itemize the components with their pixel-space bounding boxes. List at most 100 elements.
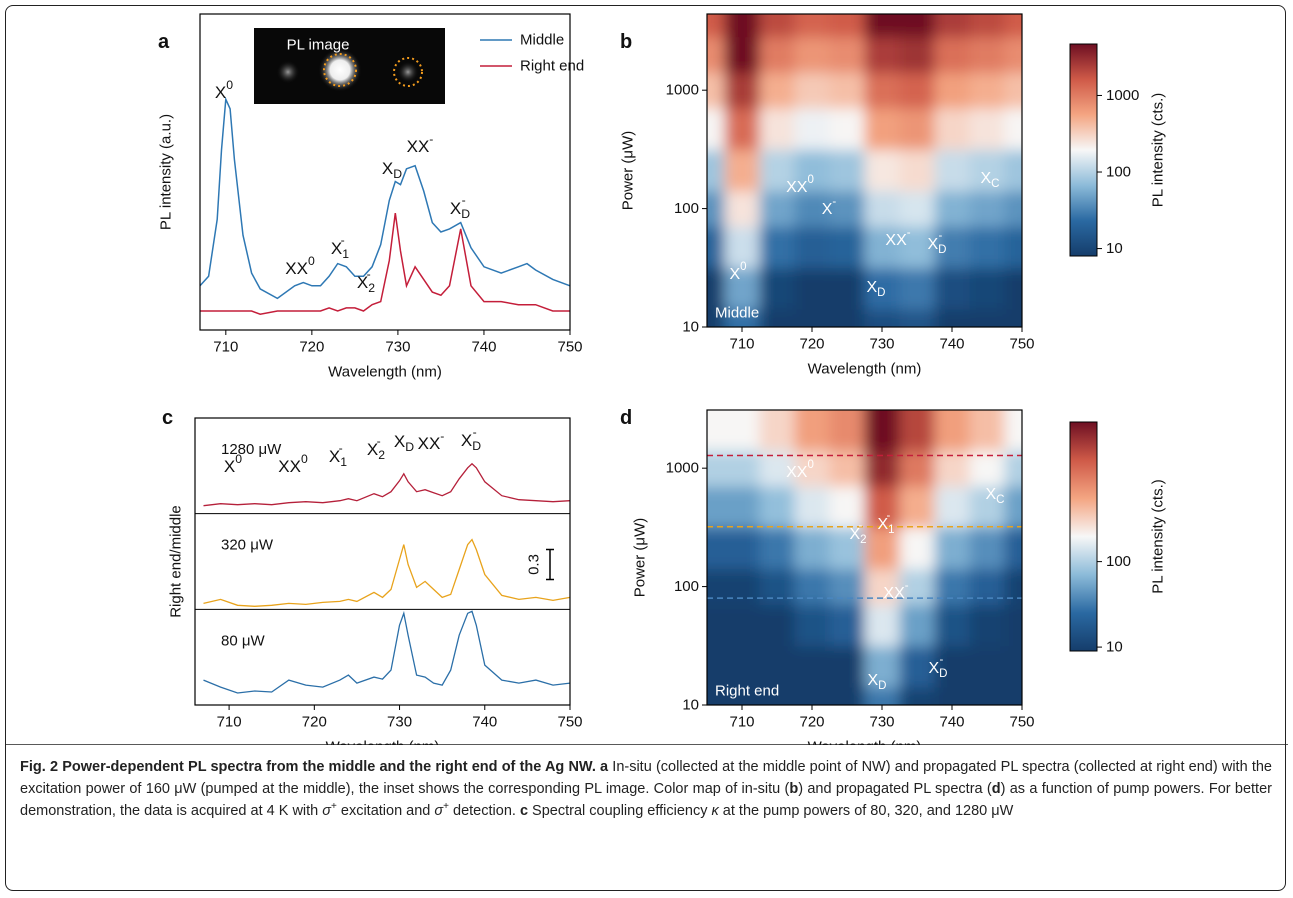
heatmap-cell	[864, 568, 900, 605]
heatmap-cell	[969, 604, 1005, 647]
annotation-text: X	[450, 199, 461, 218]
heatmap-cell	[969, 14, 1005, 38]
heatmap-cell	[864, 604, 900, 647]
x-axis-label: Wavelength (nm)	[326, 739, 440, 746]
heatmap-cell	[724, 14, 760, 38]
heatmap-cell	[794, 14, 830, 38]
heatmap-cell	[1004, 14, 1022, 38]
heatmap-cell	[899, 450, 935, 487]
colorbar	[1069, 43, 1098, 257]
series-line	[203, 462, 571, 507]
heatmap-cell	[724, 309, 760, 327]
heatmap-cell	[707, 604, 725, 647]
caption-text: excitation and	[336, 803, 435, 819]
plot-frame	[706, 409, 1023, 706]
annotation: XX0	[285, 254, 315, 278]
heatmap-cell	[759, 14, 795, 38]
caption-text: Fig. 2 Power-dependent PL spectra from t…	[20, 759, 601, 775]
heatmap-cell	[707, 309, 725, 327]
annotation-sub: D	[877, 287, 885, 299]
heatmap-cell	[724, 645, 760, 688]
heatmap-cell	[1004, 309, 1022, 327]
annotation-text: X	[329, 447, 340, 466]
annotation: X0	[215, 78, 233, 102]
annotation-sub: 1	[340, 455, 347, 469]
annotation: XX-	[407, 132, 434, 156]
x-tick-label: 730	[869, 714, 894, 731]
caption-text: c	[519, 803, 529, 819]
heatmap-cell	[969, 527, 1005, 570]
caption-text: at the pump powers of 80, 320, and 1280 …	[718, 803, 1014, 819]
series-label: 80 μW	[221, 632, 265, 649]
heatmap-cell	[1004, 226, 1022, 269]
heatmap-cell	[969, 450, 1005, 487]
x-tick-label: 730	[387, 714, 412, 731]
x-axis-label: Wavelength (nm)	[808, 361, 922, 378]
heatmap-cell	[794, 687, 830, 705]
annotation-text: XX	[883, 585, 905, 602]
annotation-text: X	[867, 279, 878, 296]
heatmap-cell	[724, 36, 760, 73]
heatmap-cell	[759, 604, 795, 647]
caption-text: κ	[711, 803, 719, 819]
heatmap-cell	[794, 604, 830, 647]
heatmap-cell	[1004, 645, 1022, 688]
annotation-sup: -	[429, 132, 433, 146]
heatmap-cell	[899, 267, 935, 310]
caption-text: ) as a function of pump powers. For bett…	[20, 781, 1272, 819]
heatmap-cell	[707, 267, 725, 310]
annotation-text: X	[868, 672, 879, 689]
heatmap-cell	[934, 72, 970, 109]
heatmap-cell	[759, 108, 795, 150]
heatmap-cell	[864, 309, 900, 327]
annotation: XC	[986, 486, 1005, 507]
inset-title: PL image	[287, 37, 350, 54]
heatmap-cell	[1004, 687, 1022, 705]
annotation-sup: -	[940, 654, 944, 666]
annotation: XD -	[929, 654, 948, 680]
heatmap-cell	[1004, 36, 1022, 73]
annotation-text: X	[215, 83, 226, 102]
heatmap-cell	[1004, 267, 1022, 310]
heatmap-cell	[724, 267, 760, 310]
heatmap-cell	[864, 226, 900, 269]
heatmap-cell	[899, 14, 935, 38]
annotation-sub: D	[939, 668, 947, 680]
heatmap-cell	[759, 645, 795, 688]
heatmap-cell	[707, 645, 725, 688]
heatmap-cell	[724, 149, 760, 192]
annotation-sub: C	[991, 178, 999, 190]
heatmap-cell	[864, 410, 900, 451]
heatmap-cell	[1004, 450, 1022, 487]
legend-label: Right end	[520, 58, 584, 75]
annotation-sup: 0	[301, 452, 308, 466]
heatmap-cell	[934, 108, 970, 150]
series-line	[203, 610, 571, 694]
y-axis-label: Right end/middle	[168, 505, 185, 618]
annotation: XC	[981, 170, 1000, 191]
heatmap-cell	[864, 527, 900, 570]
colorbar-label: PL intensity (cts.)	[1150, 479, 1167, 593]
heatmap-cell	[707, 108, 725, 150]
heatmap-cell	[794, 486, 830, 528]
annotation: XX0	[786, 459, 814, 481]
panel-label: a	[158, 31, 170, 53]
heatmap-cell	[899, 527, 935, 570]
heatmap-cell	[934, 527, 970, 570]
heatmap-cell	[707, 410, 725, 451]
annotation-sup: -	[473, 425, 477, 439]
heatmap-cell	[724, 604, 760, 647]
x-tick-label: 720	[302, 714, 327, 731]
heatmap-cell	[934, 36, 970, 73]
heatmap-cell	[899, 108, 935, 150]
annotation-text: XX	[786, 464, 808, 481]
annotation-sub: D	[938, 244, 946, 256]
heatmap-cell	[707, 486, 725, 528]
heatmap-cell	[899, 410, 935, 451]
heatmap-cell	[759, 450, 795, 487]
annotation-text: X	[367, 440, 378, 459]
heatmap-cell	[794, 450, 830, 487]
heatmap-cell	[864, 190, 900, 227]
y-tick-label: 100	[674, 200, 699, 217]
figure-frame	[5, 5, 1286, 891]
